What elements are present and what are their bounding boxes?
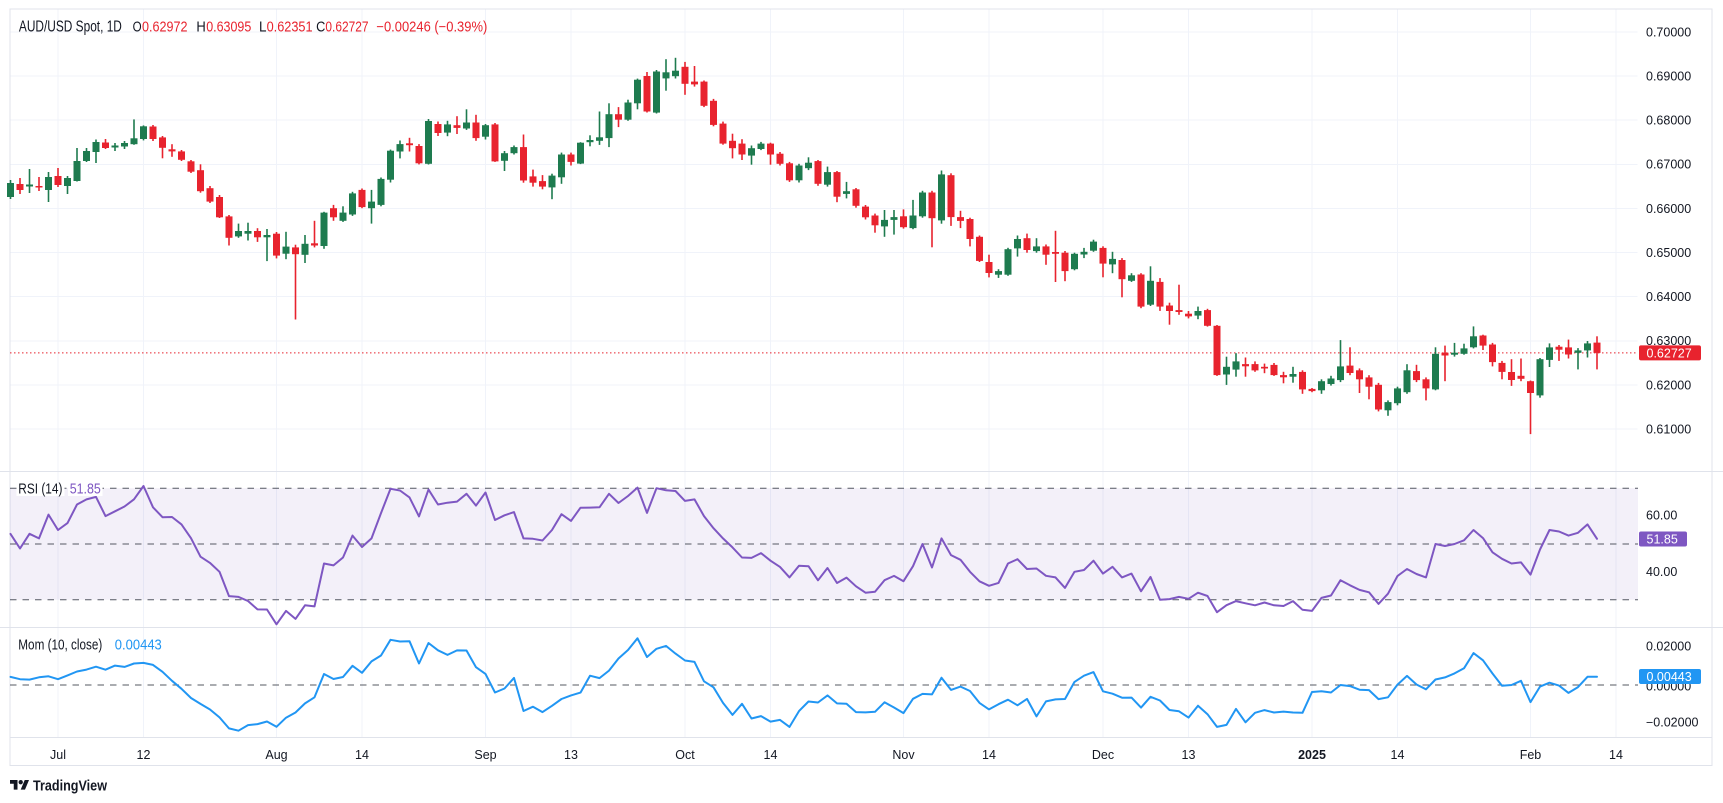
- svg-text:TradingView: TradingView: [33, 779, 108, 795]
- svg-text:C: C: [316, 19, 325, 35]
- svg-text:0.65000: 0.65000: [1646, 246, 1691, 260]
- svg-text:0.62000: 0.62000: [1646, 378, 1691, 392]
- svg-text:13: 13: [564, 748, 578, 762]
- svg-text:0.64000: 0.64000: [1646, 290, 1691, 304]
- svg-text:14: 14: [1609, 748, 1623, 762]
- svg-text:0.62351: 0.62351: [267, 19, 313, 35]
- svg-text:Feb: Feb: [1520, 748, 1542, 762]
- svg-text:0.61000: 0.61000: [1646, 422, 1691, 436]
- svg-text:0.70000: 0.70000: [1646, 25, 1691, 39]
- svg-text:RSI (14): RSI (14): [18, 481, 62, 497]
- svg-text:2025: 2025: [1298, 748, 1326, 762]
- svg-text:H: H: [196, 19, 205, 35]
- svg-text:12: 12: [137, 748, 151, 762]
- svg-text:0.62727: 0.62727: [325, 19, 368, 35]
- svg-text:0.63095: 0.63095: [206, 19, 251, 35]
- svg-text:0.00443: 0.00443: [1647, 670, 1692, 684]
- svg-text:14: 14: [982, 748, 996, 762]
- svg-text:O: O: [133, 19, 142, 35]
- svg-text:51.85: 51.85: [1647, 532, 1678, 546]
- svg-text:0.67000: 0.67000: [1646, 158, 1691, 172]
- svg-text:0.62972: 0.62972: [142, 19, 188, 35]
- svg-text:0.68000: 0.68000: [1646, 114, 1691, 128]
- svg-text:AUD/USD Spot, 1D: AUD/USD Spot, 1D: [19, 18, 122, 35]
- svg-text:−0.00246 (−0.39%): −0.00246 (−0.39%): [376, 19, 487, 35]
- svg-text:0.00443: 0.00443: [115, 637, 162, 653]
- svg-text:40.00: 40.00: [1646, 565, 1677, 579]
- svg-text:0.69000: 0.69000: [1646, 70, 1691, 84]
- svg-text:0.62727: 0.62727: [1647, 346, 1692, 360]
- svg-text:Mom (10, close): Mom (10, close): [18, 637, 102, 653]
- svg-text:14: 14: [1391, 748, 1405, 762]
- svg-text:14: 14: [764, 748, 778, 762]
- svg-text:Aug: Aug: [265, 748, 287, 762]
- svg-text:Nov: Nov: [892, 748, 915, 762]
- svg-text:Jul: Jul: [50, 748, 66, 762]
- svg-text:13: 13: [1182, 748, 1196, 762]
- svg-text:0.66000: 0.66000: [1646, 202, 1691, 216]
- svg-text:14: 14: [355, 748, 369, 762]
- svg-text:Sep: Sep: [474, 748, 496, 762]
- svg-text:60.00: 60.00: [1646, 508, 1677, 522]
- svg-text:L: L: [259, 19, 267, 35]
- svg-text:0.02000: 0.02000: [1646, 640, 1691, 654]
- svg-text:51.85: 51.85: [70, 481, 101, 497]
- svg-text:−0.02000: −0.02000: [1646, 716, 1699, 730]
- svg-text:0.63000: 0.63000: [1646, 334, 1691, 348]
- svg-text:Dec: Dec: [1092, 748, 1114, 762]
- svg-text:Oct: Oct: [675, 748, 695, 762]
